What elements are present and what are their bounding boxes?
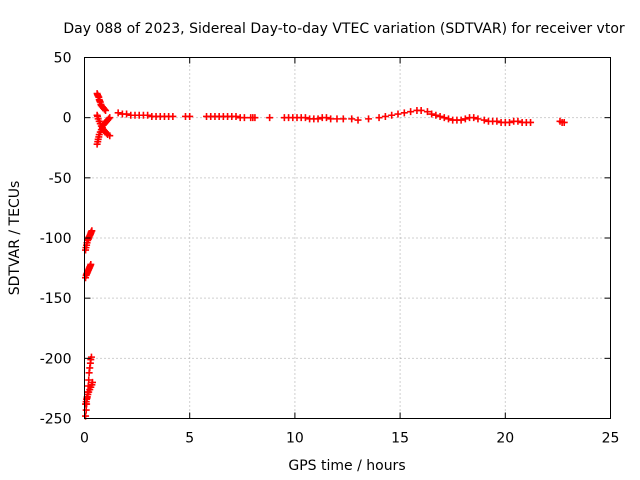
data-point bbox=[365, 115, 373, 123]
y-tick-label: 50 bbox=[54, 51, 72, 67]
data-point bbox=[560, 118, 568, 126]
data-point bbox=[394, 110, 402, 118]
y-tick-label: -200 bbox=[40, 351, 72, 367]
x-tick-label: 5 bbox=[185, 431, 194, 447]
data-point bbox=[251, 114, 259, 122]
data-point bbox=[123, 110, 131, 118]
data-point bbox=[82, 406, 90, 414]
data-point bbox=[480, 116, 488, 124]
data-point bbox=[506, 118, 514, 126]
data-point bbox=[87, 353, 95, 361]
data-point bbox=[327, 115, 335, 123]
data-point bbox=[527, 118, 535, 126]
data-point bbox=[423, 108, 431, 116]
data-point bbox=[493, 117, 501, 125]
data-point bbox=[407, 108, 415, 116]
data-point bbox=[322, 114, 330, 122]
data-point bbox=[432, 111, 440, 119]
data-point bbox=[457, 116, 465, 124]
data-point bbox=[333, 115, 341, 123]
grid bbox=[84, 57, 611, 419]
x-tick-label: 20 bbox=[496, 431, 514, 447]
data-point bbox=[400, 109, 408, 117]
y-tick-label: -150 bbox=[40, 291, 72, 307]
data-point bbox=[436, 112, 444, 120]
axis-ticks: 0 5 10 15 20 25 -250 -200 -150 -100 -50 0 50 bbox=[40, 51, 620, 447]
data-point bbox=[186, 112, 194, 120]
data-point bbox=[105, 115, 113, 123]
data-point bbox=[354, 116, 362, 124]
data-point bbox=[87, 260, 95, 268]
y-tick-label: -50 bbox=[49, 171, 72, 187]
data-point bbox=[88, 378, 96, 386]
data-point bbox=[100, 105, 108, 113]
data-point bbox=[106, 132, 114, 140]
data-point bbox=[428, 110, 436, 118]
data-point bbox=[114, 109, 122, 117]
data-point bbox=[348, 115, 356, 123]
data-point bbox=[474, 115, 482, 123]
data-point bbox=[440, 114, 448, 122]
data-point bbox=[102, 106, 110, 114]
data-point bbox=[144, 111, 152, 119]
y-tick-label: -250 bbox=[40, 412, 72, 428]
data-points bbox=[82, 90, 568, 420]
data-point bbox=[266, 114, 274, 122]
y-axis-label: SDTVAR / TECUs bbox=[7, 181, 23, 296]
y-tick-label: -100 bbox=[40, 231, 72, 247]
x-tick-label: 10 bbox=[286, 431, 304, 447]
data-point bbox=[314, 115, 322, 123]
x-tick-label: 25 bbox=[602, 431, 620, 447]
y-tick-label: 0 bbox=[63, 111, 72, 127]
data-point bbox=[470, 114, 478, 122]
data-point bbox=[461, 115, 469, 123]
data-point bbox=[417, 106, 425, 114]
data-point bbox=[106, 114, 114, 122]
x-axis-label: GPS time / hours bbox=[288, 458, 405, 474]
data-point bbox=[339, 115, 347, 123]
plot-frame bbox=[84, 57, 611, 419]
data-point bbox=[240, 114, 248, 122]
data-point bbox=[514, 117, 522, 125]
data-point bbox=[88, 227, 96, 235]
data-point bbox=[85, 376, 93, 384]
data-point bbox=[388, 111, 396, 119]
data-point bbox=[381, 112, 389, 120]
x-tick-label: 0 bbox=[80, 431, 89, 447]
data-point bbox=[169, 112, 177, 120]
data-point bbox=[444, 115, 452, 123]
chart-title: Day 088 of 2023, Sidereal Day-to-day VTE… bbox=[63, 21, 625, 37]
data-point bbox=[375, 114, 383, 122]
data-point bbox=[301, 114, 309, 122]
data-point bbox=[232, 112, 240, 120]
x-tick-label: 15 bbox=[391, 431, 409, 447]
